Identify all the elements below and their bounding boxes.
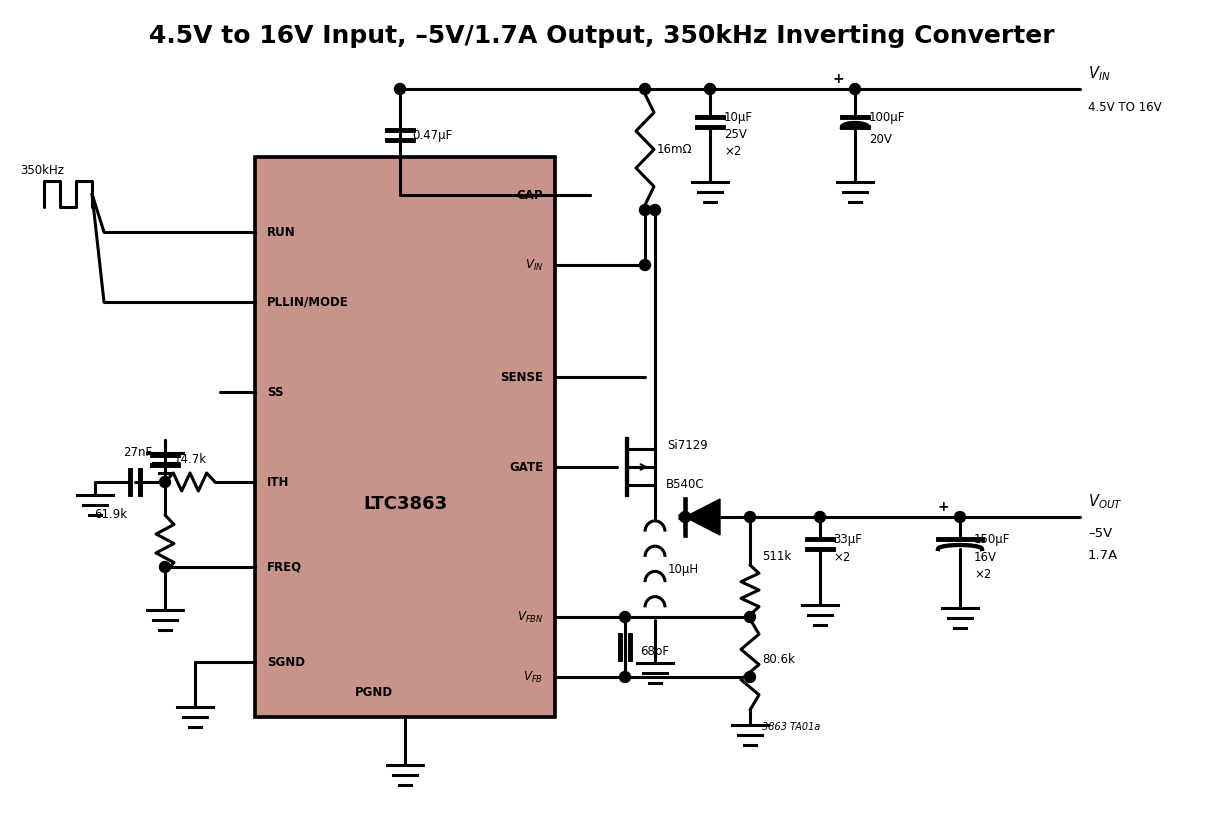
Circle shape xyxy=(745,672,756,682)
Polygon shape xyxy=(684,499,721,535)
Text: 80.6k: 80.6k xyxy=(762,653,795,666)
Text: 150μF: 150μF xyxy=(974,533,1010,546)
Text: CAP: CAP xyxy=(517,188,543,201)
Text: 3863 TA01a: 3863 TA01a xyxy=(762,722,821,732)
Text: 16mΩ: 16mΩ xyxy=(657,143,693,156)
Text: FREQ: FREQ xyxy=(268,561,302,574)
Circle shape xyxy=(619,672,630,682)
Circle shape xyxy=(680,511,690,523)
Text: 511k: 511k xyxy=(762,551,792,564)
Text: GATE: GATE xyxy=(509,460,543,473)
Text: 10μH: 10μH xyxy=(668,563,699,576)
Text: 68pF: 68pF xyxy=(640,644,669,658)
Text: LTC3863: LTC3863 xyxy=(363,495,447,513)
Text: $V_{OUT}$: $V_{OUT}$ xyxy=(1088,492,1123,511)
Circle shape xyxy=(649,205,660,215)
Circle shape xyxy=(640,84,651,95)
Text: 61.9k: 61.9k xyxy=(94,508,127,521)
Text: SGND: SGND xyxy=(268,655,305,668)
Text: ITH: ITH xyxy=(268,475,289,488)
Text: 4.5V to 16V Input, –5V/1.7A Output, 350kHz Inverting Converter: 4.5V to 16V Input, –5V/1.7A Output, 350k… xyxy=(149,24,1054,48)
Text: ×2: ×2 xyxy=(974,567,992,580)
Circle shape xyxy=(619,612,630,622)
Text: Si7129: Si7129 xyxy=(668,438,707,451)
Text: 4.5V TO 16V: 4.5V TO 16V xyxy=(1088,101,1162,114)
Circle shape xyxy=(745,511,756,523)
Text: $V_{FBN}$: $V_{FBN}$ xyxy=(517,609,543,625)
Circle shape xyxy=(705,84,716,95)
Text: 1.7A: 1.7A xyxy=(1088,549,1118,562)
FancyBboxPatch shape xyxy=(255,157,556,717)
Circle shape xyxy=(954,511,965,523)
Text: PGND: PGND xyxy=(355,686,393,699)
Circle shape xyxy=(394,84,406,95)
Text: $V_{FB}$: $V_{FB}$ xyxy=(523,669,543,685)
Text: 10μF: 10μF xyxy=(724,110,753,123)
Text: 27nF: 27nF xyxy=(123,446,152,459)
Text: 16V: 16V xyxy=(974,551,997,564)
Text: ×2: ×2 xyxy=(833,551,851,564)
Text: +: + xyxy=(833,72,844,86)
Text: ×2: ×2 xyxy=(724,145,741,158)
Text: $V_{IN}$: $V_{IN}$ xyxy=(524,257,543,273)
Circle shape xyxy=(815,511,825,523)
Text: RUN: RUN xyxy=(268,225,295,238)
Text: –5V: –5V xyxy=(1088,527,1112,540)
Text: B540C: B540C xyxy=(665,478,704,491)
Circle shape xyxy=(640,260,651,270)
Circle shape xyxy=(159,561,170,572)
Circle shape xyxy=(745,612,756,622)
Text: 25V: 25V xyxy=(724,127,747,141)
Text: 14.7k: 14.7k xyxy=(174,453,206,466)
Text: +: + xyxy=(937,500,948,514)
Text: 100μF: 100μF xyxy=(869,110,905,123)
Circle shape xyxy=(850,84,860,95)
Text: PLLIN/MODE: PLLIN/MODE xyxy=(268,295,348,308)
Text: 350kHz: 350kHz xyxy=(20,164,64,177)
Text: 0.47μF: 0.47μF xyxy=(412,128,452,141)
Circle shape xyxy=(640,205,651,215)
Text: SENSE: SENSE xyxy=(500,371,543,384)
Text: SS: SS xyxy=(268,386,283,399)
Text: $V_{IN}$: $V_{IN}$ xyxy=(1088,64,1111,83)
Text: 33μF: 33μF xyxy=(833,533,862,546)
Text: 20V: 20V xyxy=(869,132,892,145)
Circle shape xyxy=(159,477,170,487)
